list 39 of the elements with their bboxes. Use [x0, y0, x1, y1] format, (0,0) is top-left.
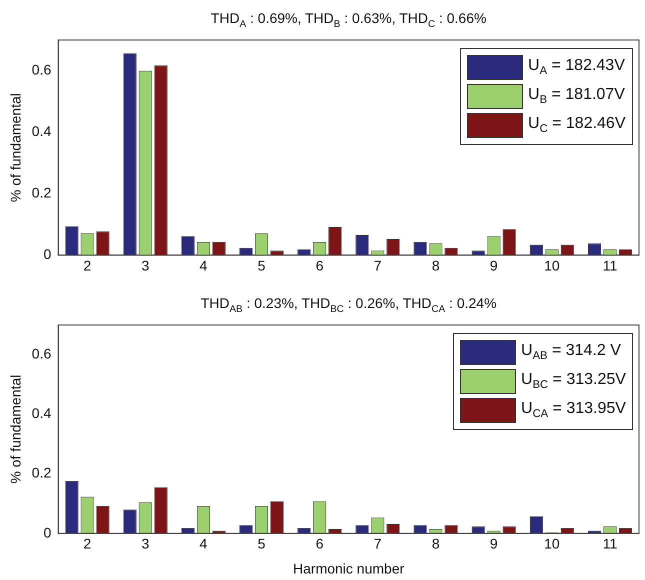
y-tick-label: 0: [43, 524, 52, 540]
x-tick-label: 3: [141, 257, 150, 274]
x-tick-label: 4: [200, 536, 208, 552]
x-tick-label: 2: [83, 257, 92, 274]
legend-label: U$_{A}$ = 182.43V: [528, 57, 625, 78]
legend-label: U$_{B}$ = 181.07V: [528, 86, 625, 107]
legend-label: U$_{CA}$ = 313.95V: [521, 400, 626, 421]
chart-title: THD$_{A}$ : 0.69%, THD$_{B}$ : 0.63%, THD$_{C}$ : 0.66%: [210, 10, 486, 30]
x-tick-label: 10: [544, 536, 560, 552]
x-tick-label: 8: [432, 536, 440, 552]
legend-label: U$_{BC}$ = 313.25V: [521, 371, 626, 392]
x-tick-label: 9: [490, 257, 498, 274]
x-tick-label: 6: [316, 257, 324, 274]
y-tick-label: 0.4: [32, 405, 52, 422]
legend-label: U$_{C}$ = 182.46V: [528, 115, 626, 136]
x-tick-label: 10: [544, 257, 560, 274]
x-tick-label: 7: [374, 257, 382, 274]
x-tick-label: 5: [258, 536, 266, 552]
x-tick-label: 11: [602, 536, 618, 552]
x-tick-label: 9: [490, 536, 498, 552]
x-axis-title: Harmonic number: [293, 560, 405, 576]
x-tick-label: 11: [602, 257, 618, 274]
y-tick-label: 0.2: [32, 464, 52, 481]
y-tick-label: 0.6: [32, 62, 52, 78]
y-tick-label: 0: [43, 246, 52, 262]
x-tick-label: 3: [141, 536, 150, 552]
legend-label: U$_{AB}$ = 314.2 V: [521, 342, 621, 363]
y-tick-label: 0.4: [32, 123, 52, 140]
x-tick-label: 2: [83, 536, 92, 552]
x-tick-label: 5: [258, 257, 266, 274]
x-tick-label: 6: [316, 536, 324, 552]
x-tick-label: 4: [200, 257, 208, 274]
x-tick-label: 7: [374, 536, 382, 552]
x-tick-label: 8: [432, 257, 440, 274]
y-axis-title: % of fundamental: [7, 374, 24, 484]
y-tick-label: 0.6: [32, 346, 52, 362]
chart-title: THD$_{AB}$ : 0.23%, THD$_{BC}$ : 0.26%, THD$_{CA}$ : 0.24%: [200, 295, 497, 315]
y-axis-title: % of fundamental: [7, 93, 24, 202]
y-tick-label: 0.2: [32, 184, 52, 201]
